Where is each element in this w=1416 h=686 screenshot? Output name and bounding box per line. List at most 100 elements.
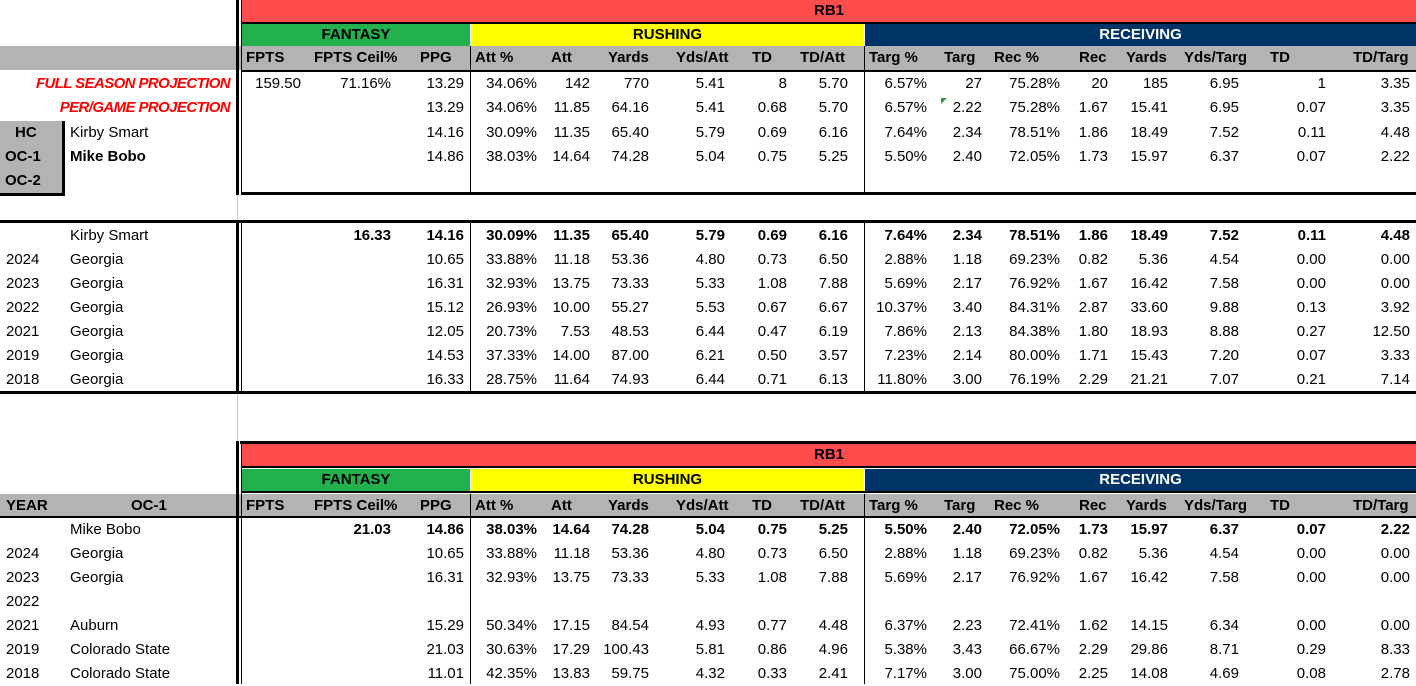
cell-ppg[interactable]: 14.16 [426, 227, 464, 244]
cell-rec-pct[interactable]: 76.19% [1009, 371, 1060, 388]
cell-yds-targ[interactable]: 9.88 [1209, 299, 1239, 316]
cell-td-targ[interactable]: 4.48 [1380, 227, 1410, 244]
comment-indicator[interactable] [941, 98, 947, 104]
cell-rec[interactable]: 1.67 [1078, 275, 1108, 292]
cell-td-targ[interactable]: 3.92 [1380, 299, 1410, 316]
cell-rush-yards[interactable]: 65.40 [611, 227, 649, 244]
cell-yds-att[interactable]: 4.93 [695, 617, 725, 634]
cell-targ-pct[interactable]: 5.69% [884, 569, 927, 586]
cell-yds-att[interactable]: 4.32 [695, 665, 725, 682]
cell-rec-td[interactable]: 1 [1317, 75, 1326, 92]
cell-td-att[interactable]: 5.70 [818, 99, 848, 116]
cell-att-pct[interactable]: 34.06% [486, 99, 537, 116]
col-header-rec[interactable]: Rec [1079, 49, 1107, 66]
cell-yds-targ[interactable]: 6.95 [1209, 75, 1239, 92]
cell-rush-td[interactable]: 0.71 [757, 371, 787, 388]
cell-td-att[interactable]: 7.88 [818, 275, 848, 292]
cell-ppg[interactable]: 16.31 [426, 275, 464, 292]
cell-rec[interactable]: 0.82 [1078, 251, 1108, 268]
cell-att[interactable]: 13.75 [552, 275, 590, 292]
cell-targ[interactable]: 2.13 [952, 323, 982, 340]
cell-rec-td[interactable]: 0.29 [1296, 641, 1326, 658]
cell-rec-pct[interactable]: 66.67% [1009, 641, 1060, 658]
cell-targ[interactable]: 2.34 [952, 124, 982, 141]
cell-att-pct[interactable]: 33.88% [486, 251, 537, 268]
cell-att-pct[interactable]: 37.33% [486, 347, 537, 364]
oc-col-header-yds-targ[interactable]: Yds/Targ [1184, 497, 1248, 514]
cell-rec-td[interactable]: 0.00 [1296, 251, 1326, 268]
cell-yds-targ[interactable]: 6.37 [1209, 521, 1239, 538]
cell-att[interactable]: 11.35 [553, 227, 590, 244]
cell-rush-td[interactable]: 1.08 [757, 569, 787, 586]
cell-rec[interactable]: 1.67 [1078, 99, 1108, 116]
team-cell[interactable]: Colorado State [70, 641, 171, 658]
cell-ppg[interactable]: 10.65 [426, 251, 464, 268]
cell-targ-pct[interactable]: 5.50% [884, 521, 927, 538]
oc-col-header-fpts-ceil[interactable]: FPTS Ceil% [314, 497, 398, 514]
cell-rec-yards[interactable]: 16.42 [1130, 275, 1168, 292]
cell-rec-yards[interactable]: 21.21 [1130, 371, 1168, 388]
cell-att-pct[interactable]: 30.09% [486, 124, 537, 141]
cell-rec-yards[interactable]: 185 [1142, 75, 1168, 92]
cell-targ[interactable]: 2.40 [952, 521, 982, 538]
cell-yds-att[interactable]: 5.41 [695, 75, 725, 92]
team-cell[interactable]: Georgia [70, 347, 124, 364]
cell-rec[interactable]: 20 [1091, 75, 1108, 92]
year-cell[interactable]: 2023 [6, 275, 40, 292]
col-header-ppg[interactable]: PPG [420, 49, 452, 66]
cell-rush-yards[interactable]: 74.28 [611, 521, 649, 538]
col-header-rec-pct[interactable]: Rec % [994, 49, 1040, 66]
cell-rec-pct[interactable]: 78.51% [1009, 227, 1060, 244]
cell-att[interactable]: 14.64 [552, 521, 590, 538]
cell-td-targ[interactable]: 0.00 [1380, 569, 1410, 586]
cell-ppg[interactable]: 14.53 [426, 347, 464, 364]
cell-rec-yards[interactable]: 18.93 [1130, 323, 1168, 340]
cell-rec-td[interactable]: 0.07 [1296, 521, 1326, 538]
oc-col-header-rec[interactable]: Rec [1079, 497, 1107, 514]
cell-ppg[interactable]: 16.31 [426, 569, 464, 586]
col-header-td-targ[interactable]: TD/Targ [1353, 49, 1409, 66]
cell-yds-targ[interactable]: 7.07 [1209, 371, 1239, 388]
oc-col-header-att-pct[interactable]: Att % [475, 497, 514, 514]
cell-ppg[interactable]: 14.86 [426, 521, 464, 538]
team-cell[interactable]: Kirby Smart [70, 227, 149, 244]
cell-td-targ[interactable]: 3.33 [1380, 347, 1410, 364]
cell-td-targ[interactable]: 0.00 [1380, 275, 1410, 292]
col-header-rec-td[interactable]: TD [1270, 49, 1290, 66]
cell-rec-pct[interactable]: 75.28% [1009, 99, 1060, 116]
cell-rush-td[interactable]: 0.69 [757, 124, 787, 141]
col-header-fpts-ceil[interactable]: FPTS Ceil% [314, 49, 398, 66]
cell-targ-pct[interactable]: 10.37% [876, 299, 927, 316]
cell-ppg[interactable]: 14.86 [426, 148, 464, 165]
team-cell[interactable]: Georgia [70, 569, 124, 586]
cell-rec-td[interactable]: 0.21 [1296, 371, 1326, 388]
cell-rush-yards[interactable]: 87.00 [611, 347, 649, 364]
cell-targ-pct[interactable]: 2.88% [884, 545, 927, 562]
cell-rush-td[interactable]: 0.75 [757, 148, 787, 165]
oc-col-header-targ-pct[interactable]: Targ % [869, 497, 918, 514]
cell-rec-td[interactable]: 0.00 [1296, 617, 1326, 634]
cell-rec-pct[interactable]: 69.23% [1009, 251, 1060, 268]
oc-col-header-att[interactable]: Att [551, 497, 572, 514]
cell-rush-td[interactable]: 0.33 [757, 665, 787, 682]
col-header-att[interactable]: Att [551, 49, 572, 66]
cell-yds-att[interactable]: 5.33 [695, 275, 725, 292]
cell-yds-att[interactable]: 6.21 [695, 347, 725, 364]
cell-targ[interactable]: 2.17 [952, 275, 982, 292]
cell-att[interactable]: 10.00 [552, 299, 590, 316]
cell-rush-td[interactable]: 0.47 [757, 323, 787, 340]
cell-rush-td[interactable]: 0.75 [757, 521, 787, 538]
cell-rec-td[interactable]: 0.07 [1296, 148, 1326, 165]
cell-rec-pct[interactable]: 72.05% [1009, 521, 1060, 538]
year-cell[interactable]: 2018 [6, 371, 40, 388]
cell-targ[interactable]: 3.00 [952, 371, 982, 388]
cell-ppg[interactable]: 16.33 [426, 371, 464, 388]
cell-att-pct[interactable]: 32.93% [486, 569, 537, 586]
cell-rush-td[interactable]: 8 [778, 75, 787, 92]
cell-targ-pct[interactable]: 5.50% [884, 148, 927, 165]
cell-rush-td[interactable]: 0.86 [757, 641, 787, 658]
cell-fpts-ceil[interactable]: 21.03 [353, 521, 391, 538]
col-header-yds-targ[interactable]: Yds/Targ [1184, 49, 1248, 66]
cell-yds-targ[interactable]: 7.52 [1209, 227, 1239, 244]
cell-att[interactable]: 17.29 [552, 641, 590, 658]
